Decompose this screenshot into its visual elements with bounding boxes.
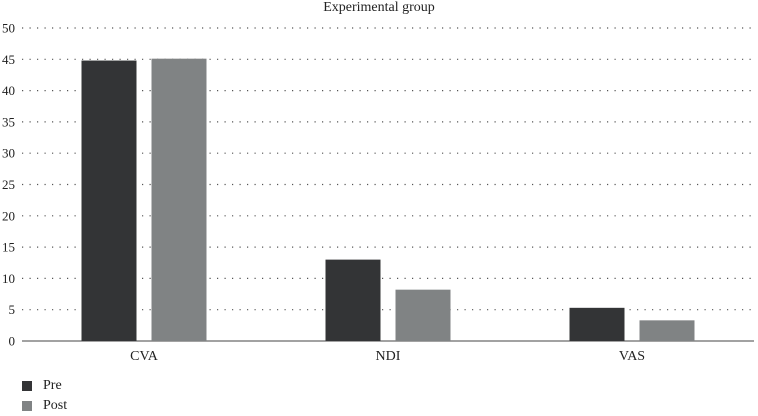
bar-vas-post <box>639 320 695 341</box>
bars <box>81 58 695 341</box>
y-tick-label-5: 5 <box>9 302 16 317</box>
y-tick-label-50: 50 <box>2 21 15 36</box>
legend: Pre Post <box>22 376 67 416</box>
legend-item-post: Post <box>22 396 67 416</box>
bar-ndi-post <box>395 289 451 341</box>
y-tick-label-40: 40 <box>2 83 15 98</box>
chart-title: Experimental group <box>323 0 435 15</box>
legend-label-pre: Pre <box>43 378 62 393</box>
x-tick-label-vas: VAS <box>619 349 645 364</box>
y-tick-label-30: 30 <box>2 146 15 161</box>
legend-swatch-post <box>22 401 32 411</box>
y-tick-label-15: 15 <box>2 240 15 255</box>
y-tick-label-25: 25 <box>2 177 15 192</box>
bar-cva-pre <box>81 60 137 341</box>
tick-labels: 0 5 10 15 20 25 30 35 40 45 50 CVA NDI VAS <box>2 21 645 365</box>
x-tick-label-cva: CVA <box>130 349 159 364</box>
legend-item-pre: Pre <box>22 376 67 396</box>
bar-cva-post <box>151 58 207 341</box>
legend-swatch-pre <box>22 381 32 391</box>
legend-label-post: Post <box>43 398 68 413</box>
x-tick-label-ndi: NDI <box>376 349 401 364</box>
bar-ndi-pre <box>325 259 381 341</box>
y-tick-label-35: 35 <box>2 114 15 129</box>
y-tick-label-10: 10 <box>2 271 15 286</box>
y-tick-label-0: 0 <box>9 334 16 349</box>
y-tick-label-45: 45 <box>2 52 15 67</box>
y-tick-label-20: 20 <box>2 208 15 223</box>
bar-vas-pre <box>569 307 625 341</box>
